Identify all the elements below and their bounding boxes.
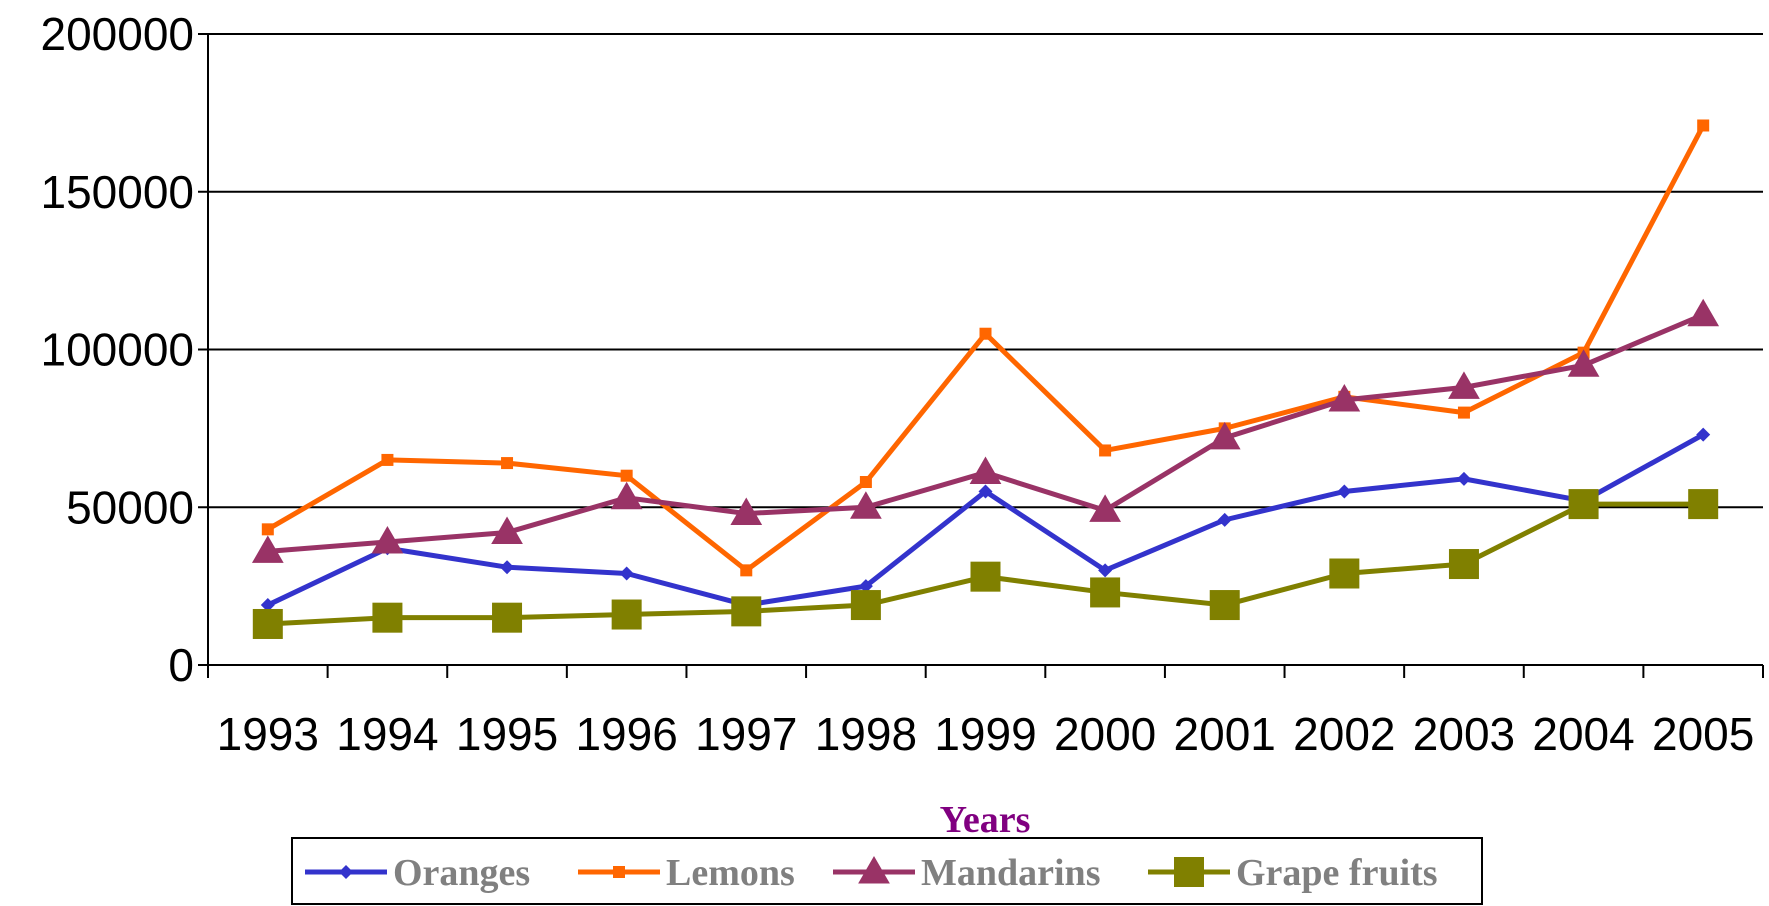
- marker: [372, 602, 403, 633]
- legend-label: Lemons: [666, 852, 795, 894]
- marker: [1457, 406, 1470, 419]
- marker: [1208, 421, 1241, 450]
- marker: [1098, 563, 1113, 578]
- marker: [491, 516, 523, 544]
- marker: [731, 596, 762, 627]
- y-tick-label: 50000: [66, 481, 194, 533]
- marker: [1448, 549, 1479, 580]
- marker: [730, 497, 763, 526]
- marker: [381, 453, 394, 466]
- series: [251, 298, 1720, 563]
- x-axis-label: Years: [940, 799, 1031, 841]
- marker: [1174, 857, 1204, 887]
- y-tick-label: 100000: [41, 324, 195, 376]
- x-tick-label: 2002: [1293, 708, 1395, 760]
- marker: [610, 481, 643, 510]
- y-tick-label: 150000: [41, 166, 195, 218]
- legend-label: Mandarins: [921, 852, 1100, 894]
- marker: [1090, 577, 1121, 608]
- y-tick-label: 0: [168, 639, 194, 691]
- marker: [740, 564, 753, 577]
- x-tick-label: 2005: [1652, 708, 1754, 760]
- marker: [1568, 489, 1599, 520]
- x-tick-label: 1999: [934, 708, 1036, 760]
- marker: [1688, 489, 1719, 520]
- marker: [251, 535, 284, 563]
- x-tick-label: 1994: [336, 708, 438, 760]
- marker: [611, 599, 642, 630]
- marker: [260, 598, 275, 613]
- marker: [1696, 427, 1711, 442]
- marker: [858, 579, 873, 594]
- marker: [858, 855, 890, 884]
- x-tick-label: 2001: [1174, 708, 1276, 760]
- x-tick-label: 2000: [1054, 708, 1156, 760]
- marker: [501, 457, 514, 470]
- marker: [613, 866, 625, 878]
- x-tick-label: 1998: [815, 708, 917, 760]
- marker: [979, 327, 992, 340]
- marker: [1089, 494, 1121, 522]
- marker: [339, 865, 353, 879]
- series: [252, 489, 1719, 639]
- y-tick-label: 200000: [41, 8, 195, 60]
- marker: [1099, 444, 1112, 457]
- marker: [1209, 590, 1240, 621]
- marker: [978, 484, 993, 499]
- marker: [1217, 512, 1232, 527]
- marker: [619, 566, 634, 581]
- marker: [1687, 298, 1720, 327]
- marker: [1567, 349, 1600, 377]
- marker: [1448, 371, 1480, 399]
- marker: [969, 456, 1002, 485]
- marker: [850, 590, 881, 621]
- legend-label: Oranges: [393, 852, 530, 894]
- marker: [1697, 119, 1710, 132]
- x-tick-label: 1996: [575, 708, 677, 760]
- marker: [620, 469, 633, 482]
- marker: [970, 561, 1001, 592]
- marker: [859, 476, 872, 489]
- marker: [1456, 471, 1471, 486]
- x-tick-label: 2003: [1413, 708, 1515, 760]
- x-tick-label: 1997: [695, 708, 797, 760]
- x-tick-label: 1995: [456, 708, 558, 760]
- marker: [500, 560, 515, 575]
- marker: [1328, 383, 1361, 412]
- marker: [252, 608, 283, 639]
- marker: [1337, 484, 1352, 499]
- marker: [261, 523, 274, 536]
- x-tick-label: 2004: [1532, 708, 1634, 760]
- marker: [1329, 558, 1360, 589]
- marker: [850, 491, 882, 519]
- marker: [492, 602, 523, 633]
- x-tick-label: 1993: [217, 708, 319, 760]
- marker: [371, 525, 404, 554]
- legend-label: Grape fruits: [1236, 852, 1438, 894]
